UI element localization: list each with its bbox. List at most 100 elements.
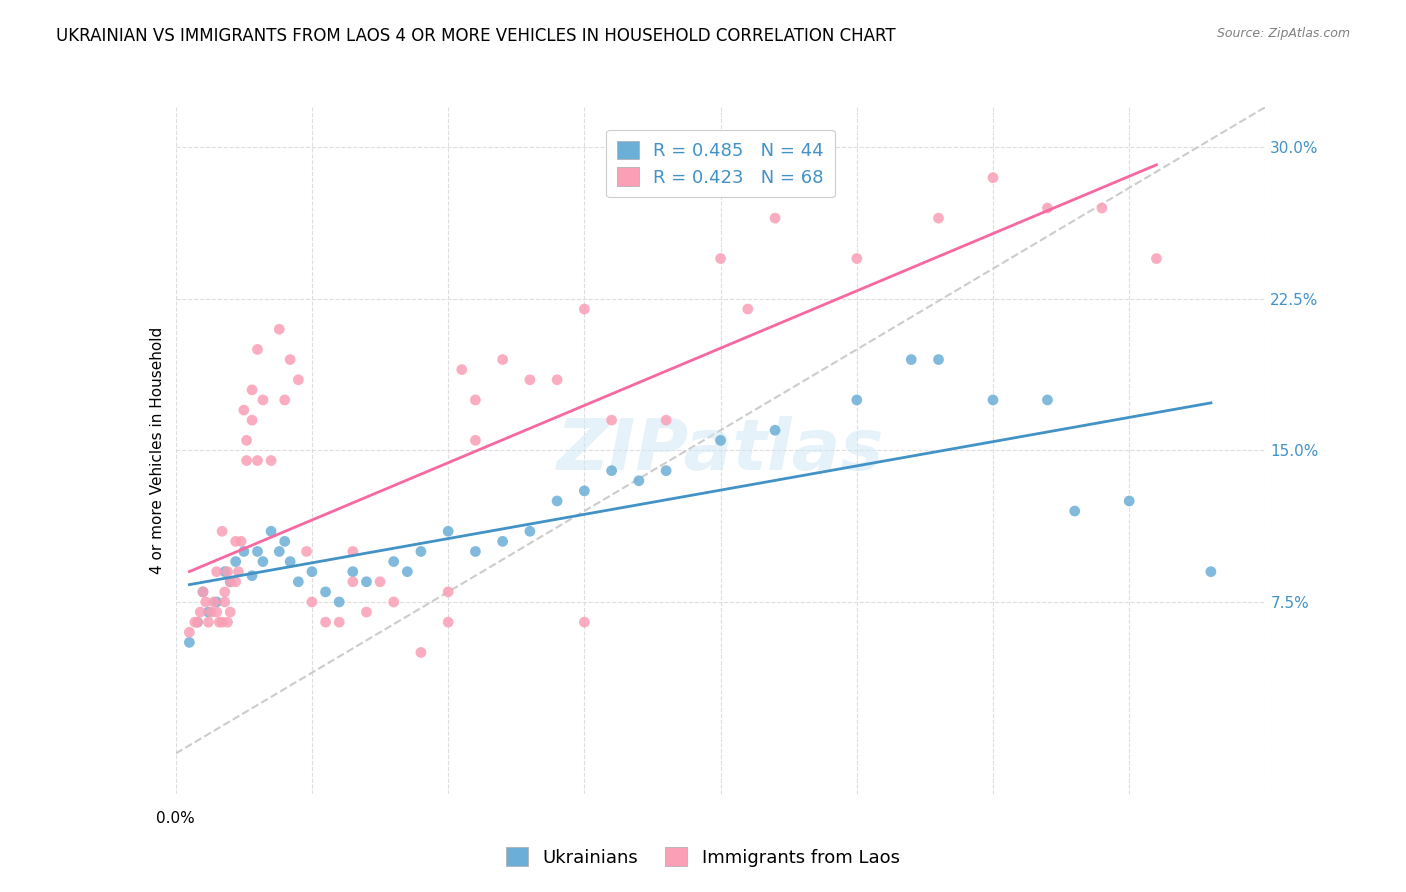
Point [655,413,678,427]
Point [492,352,515,367]
Point [274,534,297,549]
Point [232,544,254,558]
Point [600,464,623,478]
Point [211,524,233,539]
Point [208,615,231,630]
Point [197,615,219,630]
Point [845,252,868,266]
Point [240,568,263,582]
Point [252,392,274,407]
Point [1091,201,1114,215]
Point [186,615,209,630]
Point [235,434,257,448]
Point [246,343,269,357]
Point [928,352,950,367]
Point [342,574,364,589]
Point [546,373,568,387]
Point [295,544,318,558]
Point [409,544,432,558]
Point [194,595,217,609]
Point [217,615,239,630]
Point [1036,392,1059,407]
Point [396,565,419,579]
Text: UKRAINIAN VS IMMIGRANTS FROM LAOS 4 OR MORE VEHICLES IN HOUSEHOLD CORRELATION CH: UKRAINIAN VS IMMIGRANTS FROM LAOS 4 OR M… [56,27,896,45]
Point [981,170,1004,185]
Point [217,565,239,579]
Point [186,615,209,630]
Point [546,494,568,508]
Point [228,565,250,579]
Point [200,605,222,619]
Point [191,585,214,599]
Point [1144,252,1167,266]
Point [231,534,253,549]
Text: ZIPatlas: ZIPatlas [557,416,884,485]
Point [191,585,214,599]
Point [763,423,786,437]
Point [382,595,405,609]
Point [315,585,337,599]
Point [214,595,236,609]
Point [328,595,350,609]
Point [240,413,263,427]
Point [574,301,596,316]
Point [900,352,922,367]
Point [184,615,207,630]
Point [356,574,378,589]
Point [519,373,541,387]
Legend: R = 0.485   N = 44, R = 0.423   N = 68: R = 0.485 N = 44, R = 0.423 N = 68 [606,130,835,197]
Point [1036,201,1059,215]
Point [763,211,786,226]
Point [356,605,378,619]
Point [1063,504,1085,518]
Point [278,352,301,367]
Point [710,434,733,448]
Text: Source: ZipAtlas.com: Source: ZipAtlas.com [1216,27,1350,40]
Point [342,565,364,579]
Point [450,362,472,376]
Point [232,403,254,417]
Point [342,544,364,558]
Point [301,595,323,609]
Point [260,453,283,467]
Point [225,574,247,589]
Point [205,565,228,579]
Y-axis label: 4 or more Vehicles in Household: 4 or more Vehicles in Household [150,326,166,574]
Point [519,524,541,539]
Point [205,605,228,619]
Point [188,605,211,619]
Point [710,252,733,266]
Point [655,464,678,478]
Point [464,392,486,407]
Point [274,392,297,407]
Point [287,574,309,589]
Point [574,483,596,498]
Point [260,524,283,539]
Point [246,544,269,558]
Point [315,615,337,630]
Text: 0.0%: 0.0% [156,811,195,826]
Point [1118,494,1140,508]
Point [235,453,257,467]
Point [737,301,759,316]
Point [179,625,201,640]
Point [197,605,219,619]
Point [252,555,274,569]
Point [179,635,201,649]
Point [928,211,950,226]
Point [205,595,228,609]
Point [437,615,460,630]
Point [1199,565,1222,579]
Point [409,645,432,659]
Point [225,534,247,549]
Point [219,574,242,589]
Point [600,413,623,427]
Point [437,585,460,599]
Point [464,544,486,558]
Point [219,574,242,589]
Point [214,585,236,599]
Point [219,605,242,619]
Point [981,392,1004,407]
Point [225,555,247,569]
Point [287,373,309,387]
